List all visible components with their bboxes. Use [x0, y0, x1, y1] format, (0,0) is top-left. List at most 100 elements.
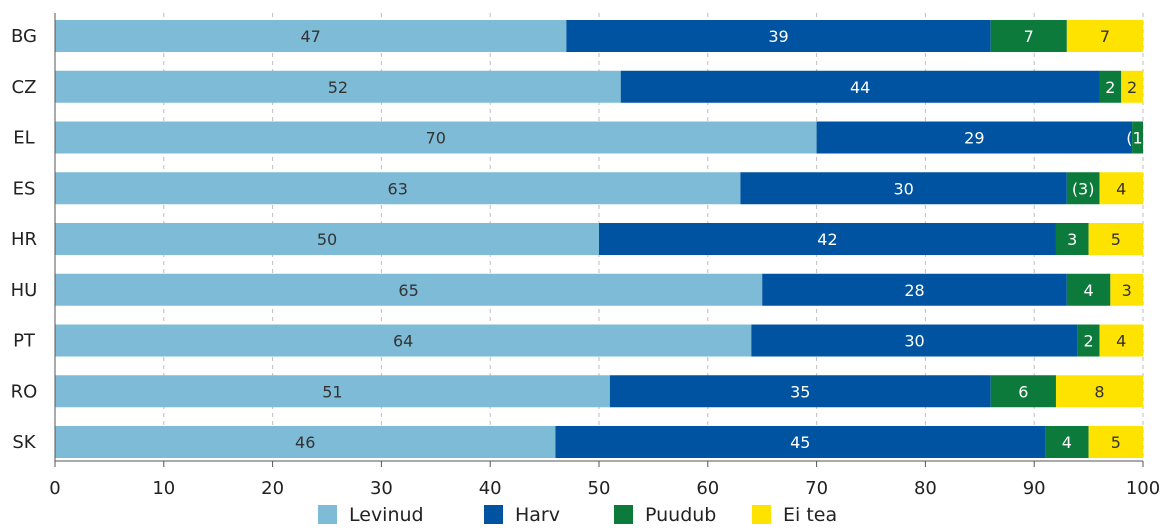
bar-el-levinud — [55, 121, 817, 154]
bar-bg-puudub — [990, 20, 1067, 52]
bar-cz-puudub — [1099, 70, 1122, 103]
bar-sk-levinud — [55, 426, 556, 458]
legend-swatch-levinud — [318, 505, 337, 524]
value-label-pt-ei-tea: 4 — [1116, 332, 1126, 351]
bar-hu-levinud — [55, 273, 763, 306]
bar-cz-harv — [620, 70, 1100, 103]
bar-pt-puudub — [1077, 324, 1100, 357]
bar-pt-ei-tea — [1099, 324, 1143, 357]
value-label-es-puudub: (3) — [1072, 179, 1095, 198]
category-label-pt: PT — [13, 331, 36, 352]
x-tick-label-20: 20 — [261, 478, 284, 499]
category-label-bg: BG — [11, 26, 37, 47]
bar-cz-ei-tea — [1121, 70, 1143, 103]
x-tick-label-30: 30 — [370, 478, 393, 499]
value-label-sk-puudub: 4 — [1062, 433, 1072, 452]
bar-cz-levinud — [55, 70, 621, 103]
value-label-hr-ei-tea: 5 — [1111, 230, 1121, 249]
value-label-cz-ei-tea: 2 — [1127, 78, 1137, 97]
bar-el-harv — [816, 121, 1133, 154]
value-label-pt-levinud: 64 — [393, 332, 413, 351]
category-label-el: EL — [13, 128, 34, 149]
bar-hu-puudub — [1066, 273, 1111, 306]
bar-sk-puudub — [1045, 426, 1089, 458]
value-label-cz-levinud: 52 — [328, 78, 348, 97]
value-labels: 47 39 7 752 44 2 270 29 (1)63 30 (3) 450 42 3 565 28 4 36… — [295, 27, 1149, 452]
x-tick-label-80: 80 — [914, 478, 937, 499]
x-tick-label-0: 0 — [49, 478, 60, 499]
value-label-bg-puudub: 7 — [1024, 27, 1034, 46]
category-label-hu: HU — [11, 280, 38, 301]
value-label-pt-puudub: 2 — [1084, 332, 1094, 351]
value-label-el-levinud: 70 — [426, 129, 446, 148]
x-tick-label-90: 90 — [1023, 478, 1046, 499]
category-label-es: ES — [13, 178, 36, 199]
category-labels: BG CZ EL ES HR HU PT RO SK — [11, 26, 38, 453]
bar-hr-puudub — [1055, 223, 1089, 255]
value-label-hu-harv: 28 — [904, 281, 924, 300]
bar-es-puudub — [1066, 172, 1100, 205]
value-label-ro-ei-tea: 8 — [1094, 382, 1104, 401]
value-label-hu-puudub: 4 — [1084, 281, 1094, 300]
bar-el-puudub — [1132, 121, 1143, 154]
value-label-es-harv: 30 — [893, 179, 913, 198]
bar-hr-harv — [599, 223, 1056, 255]
value-label-es-levinud: 63 — [388, 179, 408, 198]
x-tick-label-50: 50 — [588, 478, 611, 499]
value-label-bg-ei-tea: 7 — [1100, 27, 1110, 46]
x-axis: 0 10 20 30 40 50 60 70 80 90 100 — [49, 13, 1160, 499]
bar-hr-levinud — [55, 223, 599, 255]
x-tick-label-70: 70 — [805, 478, 828, 499]
value-label-el-harv: 29 — [964, 129, 984, 148]
x-tick-label-10: 10 — [152, 478, 175, 499]
category-label-hr: HR — [11, 229, 37, 250]
legend: Levinud Harv Puudub Ei tea — [318, 504, 837, 526]
bar-bg-ei-tea — [1066, 20, 1143, 52]
legend-swatch-ei-tea — [752, 505, 771, 524]
value-label-hu-ei-tea: 3 — [1122, 281, 1132, 300]
value-label-sk-ei-tea: 5 — [1111, 433, 1121, 452]
x-tick-label-40: 40 — [479, 478, 502, 499]
value-label-ro-puudub: 6 — [1018, 382, 1028, 401]
bar-es-levinud — [55, 172, 741, 205]
value-label-sk-levinud: 46 — [295, 433, 315, 452]
value-label-ro-harv: 35 — [790, 382, 810, 401]
bar-ro-ei-tea — [1055, 375, 1143, 408]
bar-es-harv — [740, 172, 1067, 205]
value-label-es-ei-tea: 4 — [1116, 179, 1126, 198]
category-label-ro: RO — [11, 381, 38, 402]
value-label-bg-levinud: 47 — [301, 27, 321, 46]
legend-label-harv: Harv — [515, 504, 560, 526]
value-label-sk-harv: 45 — [790, 433, 810, 452]
value-label-hr-puudub: 3 — [1067, 230, 1077, 249]
bar-ro-puudub — [990, 375, 1056, 408]
value-label-pt-harv: 30 — [904, 332, 924, 351]
value-label-el-puudub: (1) — [1126, 129, 1149, 148]
bar-sk-harv — [555, 426, 1046, 458]
legend-swatch-puudub — [614, 505, 633, 524]
x-tick-label-100: 100 — [1126, 478, 1160, 499]
value-label-cz-puudub: 2 — [1105, 78, 1115, 97]
bars — [55, 20, 1143, 458]
bar-hu-harv — [762, 273, 1067, 306]
bar-hu-ei-tea — [1110, 273, 1143, 306]
value-label-ro-levinud: 51 — [322, 382, 342, 401]
legend-label-ei-tea: Ei tea — [783, 504, 837, 526]
bar-hr-ei-tea — [1088, 223, 1143, 255]
value-label-cz-harv: 44 — [850, 78, 870, 97]
x-tick-label-60: 60 — [696, 478, 719, 499]
bar-pt-harv — [751, 324, 1078, 357]
value-label-hr-harv: 42 — [817, 230, 837, 249]
legend-label-levinud: Levinud — [349, 504, 424, 526]
legend-swatch-harv — [484, 505, 503, 524]
bar-sk-ei-tea — [1088, 426, 1143, 458]
legend-label-puudub: Puudub — [645, 504, 716, 526]
category-label-cz: CZ — [12, 77, 37, 98]
category-label-sk: SK — [12, 432, 36, 453]
bar-ro-levinud — [55, 375, 610, 408]
bar-bg-harv — [566, 20, 991, 52]
value-label-hr-levinud: 50 — [317, 230, 337, 249]
bar-bg-levinud — [55, 20, 567, 52]
bar-pt-levinud — [55, 324, 752, 357]
